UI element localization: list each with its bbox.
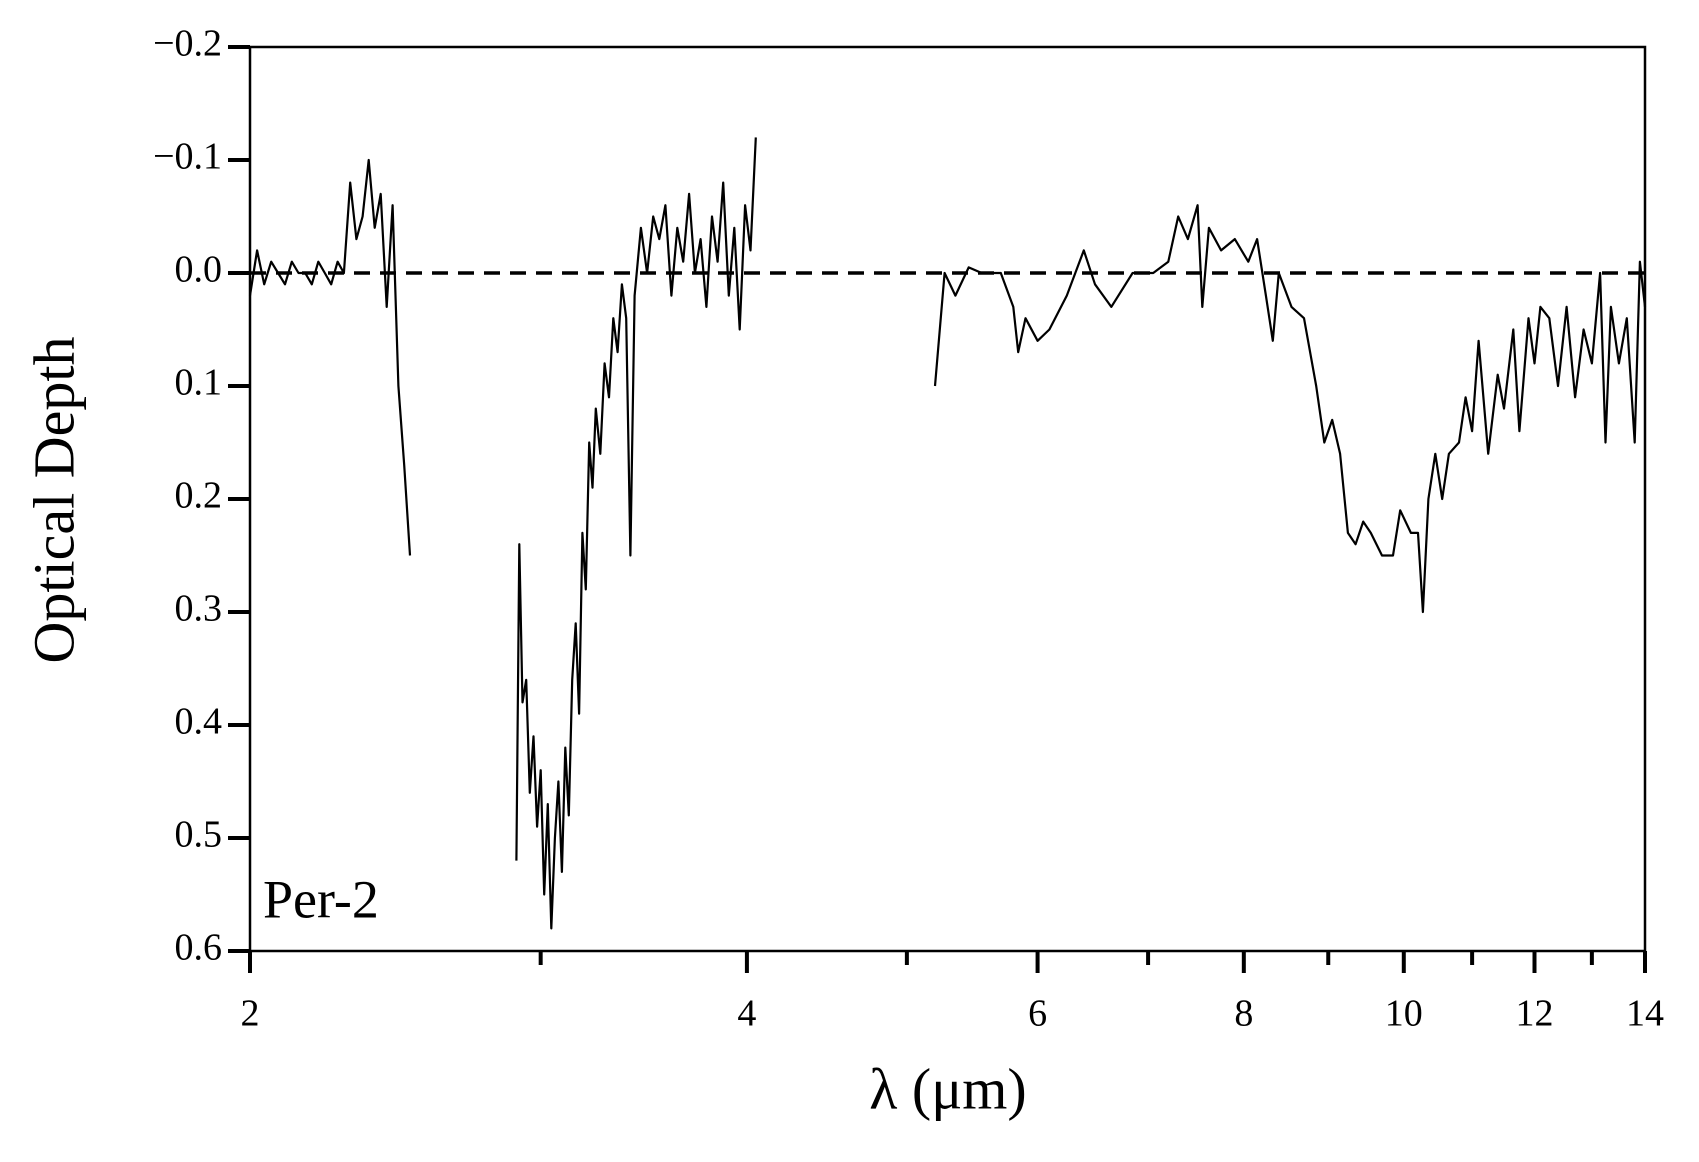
plot-frame <box>248 45 1647 953</box>
y-tick-label: 0.2 <box>175 475 223 517</box>
x-axis-label: λ (μm) <box>869 1056 1026 1121</box>
y-tick-label: 0.6 <box>175 927 223 969</box>
x-tick-label: 2 <box>241 993 260 1035</box>
y-tick-label: 0.3 <box>175 588 223 630</box>
y-tick-label: 0.4 <box>175 701 223 743</box>
y-tick-label: 0.0 <box>175 249 223 291</box>
spectrum-line <box>248 137 1647 930</box>
y-tick-label: 0.1 <box>175 362 223 404</box>
y-tick-label: −0.2 <box>153 23 222 65</box>
x-tick-label: 12 <box>1515 993 1553 1035</box>
x-tick-label: 4 <box>737 993 756 1035</box>
x-tick-label: 8 <box>1234 993 1253 1035</box>
annotation: Per-2 <box>263 869 379 929</box>
x-tick-label: 10 <box>1385 993 1423 1035</box>
x-tick-label: 6 <box>1028 993 1047 1035</box>
y-tick-label: −0.1 <box>153 136 222 178</box>
y-tick-label: 0.5 <box>175 814 223 856</box>
x-tick-label: 14 <box>1626 993 1664 1035</box>
y-axis-label: Optical Depth <box>21 337 86 664</box>
